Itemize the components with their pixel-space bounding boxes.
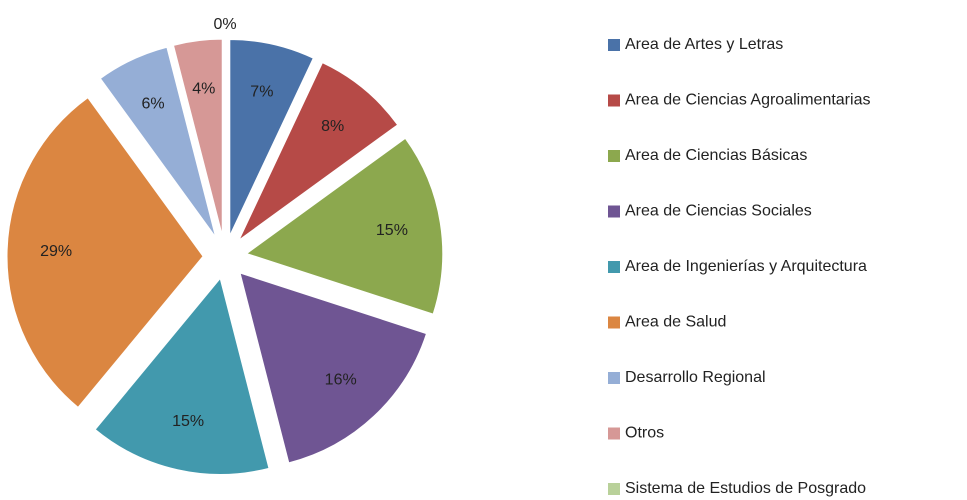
legend-label: Area de Ciencias Básicas — [625, 147, 807, 164]
data-label: 15% — [172, 413, 204, 430]
legend-label: Area de Artes y Letras — [625, 36, 783, 53]
data-label: 29% — [40, 243, 72, 260]
data-label: 7% — [250, 83, 273, 100]
legend-swatch — [608, 94, 620, 107]
pie-slice — [6, 97, 204, 409]
pie-slice — [239, 272, 428, 464]
legend-swatch — [608, 205, 620, 218]
legend-label: Otros — [625, 425, 664, 442]
legend-label: Desarrollo Regional — [625, 369, 766, 386]
legend-swatch — [608, 261, 620, 273]
data-label: 6% — [141, 95, 164, 112]
legend-swatch — [608, 483, 620, 495]
legend-swatch — [608, 39, 620, 51]
data-label: 0% — [213, 16, 236, 33]
data-label: 8% — [321, 118, 344, 135]
pie-slice — [94, 277, 270, 475]
legend-label: Area de Ingenierías y Arquitectura — [625, 258, 867, 275]
legend-swatch — [608, 316, 620, 329]
legend-swatch — [608, 372, 620, 384]
data-label: 15% — [376, 222, 408, 239]
legend-swatch — [608, 427, 620, 440]
pie-slice — [99, 46, 217, 238]
data-label: 16% — [325, 371, 357, 388]
legend-label: Sistema de Estudios de Posgrado — [625, 480, 866, 497]
legend-label: Area de Ciencias Agroalimentarias — [625, 92, 870, 109]
data-label: 4% — [192, 81, 215, 98]
legend-label: Area de Salud — [625, 314, 726, 331]
legend-label: Area de Ciencias Sociales — [625, 203, 812, 220]
pie-slice — [229, 39, 314, 236]
pie-slice — [245, 137, 444, 315]
pie-slice — [172, 38, 223, 236]
pie-slice — [238, 62, 399, 241]
legend-swatch — [608, 150, 620, 162]
